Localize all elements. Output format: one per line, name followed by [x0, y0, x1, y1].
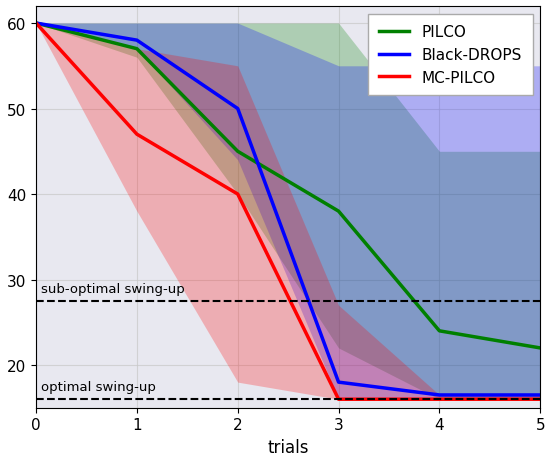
- MC-PILCO: [537, 397, 544, 402]
- Legend: PILCO, Black-DROPS, MC-PILCO: PILCO, Black-DROPS, MC-PILCO: [368, 14, 533, 96]
- MC-PILCO: [134, 132, 140, 138]
- Line: MC-PILCO: MC-PILCO: [36, 24, 540, 400]
- MC-PILCO: [335, 397, 342, 402]
- MC-PILCO: [235, 192, 241, 197]
- Black-DROPS: [235, 106, 241, 112]
- Black-DROPS: [33, 21, 39, 27]
- Text: sub-optimal swing-up: sub-optimal swing-up: [41, 282, 185, 295]
- PILCO: [235, 149, 241, 155]
- PILCO: [537, 345, 544, 351]
- Black-DROPS: [537, 392, 544, 398]
- Black-DROPS: [335, 380, 342, 385]
- X-axis label: trials: trials: [267, 438, 309, 456]
- PILCO: [33, 21, 39, 27]
- MC-PILCO: [436, 397, 443, 402]
- Text: optimal swing-up: optimal swing-up: [41, 381, 156, 394]
- PILCO: [134, 47, 140, 52]
- PILCO: [335, 209, 342, 214]
- Black-DROPS: [134, 38, 140, 44]
- Black-DROPS: [436, 392, 443, 398]
- MC-PILCO: [33, 21, 39, 27]
- Line: PILCO: PILCO: [36, 24, 540, 348]
- Line: Black-DROPS: Black-DROPS: [36, 24, 540, 395]
- PILCO: [436, 328, 443, 334]
